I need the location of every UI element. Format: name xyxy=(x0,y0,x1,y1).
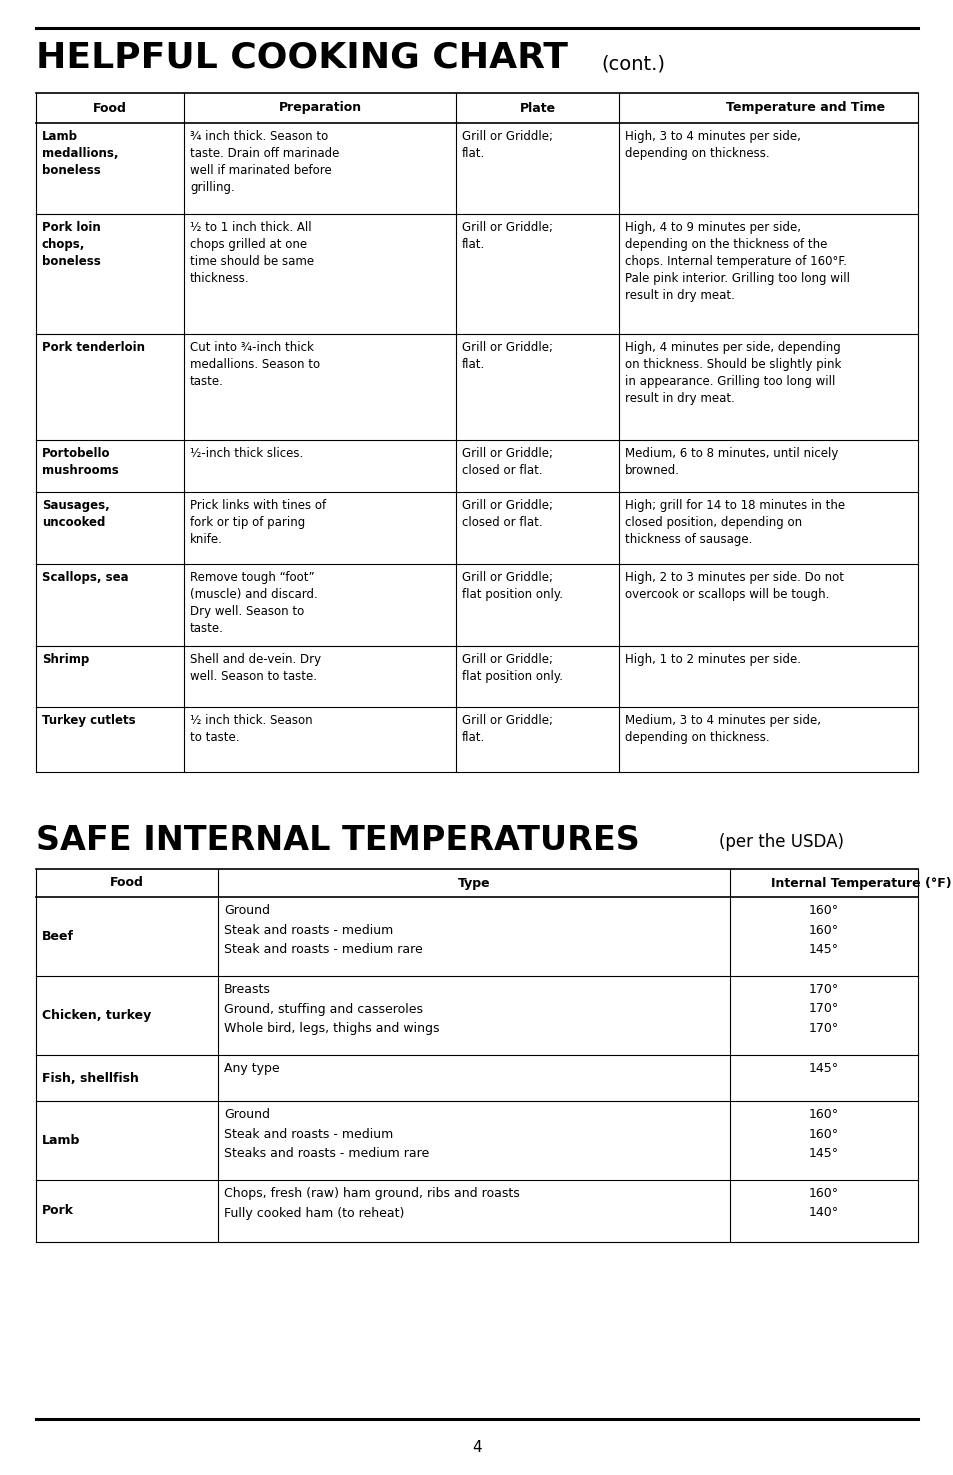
Text: Grill or Griddle;
flat.: Grill or Griddle; flat. xyxy=(461,221,553,251)
Text: 4: 4 xyxy=(472,1440,481,1454)
Text: Portobello
mushrooms: Portobello mushrooms xyxy=(42,447,118,476)
Text: High, 3 to 4 minutes per side,
depending on thickness.: High, 3 to 4 minutes per side, depending… xyxy=(624,130,800,159)
Text: ½ to 1 inch thick. All
chops grilled at one
time should be same
thickness.: ½ to 1 inch thick. All chops grilled at … xyxy=(190,221,314,285)
Text: High, 1 to 2 minutes per side.: High, 1 to 2 minutes per side. xyxy=(624,653,801,667)
Text: Grill or Griddle;
flat.: Grill or Griddle; flat. xyxy=(461,130,553,159)
Text: Breasts
Ground, stuffing and casseroles
Whole bird, legs, thighs and wings: Breasts Ground, stuffing and casseroles … xyxy=(224,982,439,1035)
Text: Shell and de-vein. Dry
well. Season to taste.: Shell and de-vein. Dry well. Season to t… xyxy=(190,653,321,683)
Text: Medium, 6 to 8 minutes, until nicely
browned.: Medium, 6 to 8 minutes, until nicely bro… xyxy=(624,447,838,476)
Text: Ground
Steak and roasts - medium
Steak and roasts - medium rare: Ground Steak and roasts - medium Steak a… xyxy=(224,904,422,956)
Text: High, 2 to 3 minutes per side. Do not
overcook or scallops will be tough.: High, 2 to 3 minutes per side. Do not ov… xyxy=(624,571,843,600)
Text: Beef: Beef xyxy=(42,931,74,943)
Text: ½-inch thick slices.: ½-inch thick slices. xyxy=(190,447,303,460)
Text: Pork: Pork xyxy=(42,1205,74,1217)
Text: Ground
Steak and roasts - medium
Steaks and roasts - medium rare: Ground Steak and roasts - medium Steaks … xyxy=(224,1108,429,1159)
Text: 145°: 145° xyxy=(808,1062,839,1075)
Text: Grill or Griddle;
flat position only.: Grill or Griddle; flat position only. xyxy=(461,571,562,600)
Text: High, 4 to 9 minutes per side,
depending on the thickness of the
chops. Internal: High, 4 to 9 minutes per side, depending… xyxy=(624,221,849,302)
Text: ¾ inch thick. Season to
taste. Drain off marinade
well if marinated before
grill: ¾ inch thick. Season to taste. Drain off… xyxy=(190,130,339,195)
Text: Type: Type xyxy=(457,876,490,889)
Text: Preparation: Preparation xyxy=(278,102,361,115)
Text: Temperature and Time: Temperature and Time xyxy=(725,102,884,115)
Text: Chops, fresh (raw) ham ground, ribs and roasts
Fully cooked ham (to reheat): Chops, fresh (raw) ham ground, ribs and … xyxy=(224,1187,519,1220)
Text: Turkey cutlets: Turkey cutlets xyxy=(42,714,135,727)
Text: Grill or Griddle;
flat position only.: Grill or Griddle; flat position only. xyxy=(461,653,562,683)
Text: Chicken, turkey: Chicken, turkey xyxy=(42,1009,152,1022)
Text: Internal Temperature (°F): Internal Temperature (°F) xyxy=(770,876,951,889)
Text: Food: Food xyxy=(110,876,144,889)
Text: Lamb
medallions,
boneless: Lamb medallions, boneless xyxy=(42,130,118,177)
Text: SAFE INTERNAL TEMPERATURES: SAFE INTERNAL TEMPERATURES xyxy=(36,825,639,857)
Text: HELPFUL COOKING CHART: HELPFUL COOKING CHART xyxy=(36,41,567,75)
Text: 160°
160°
145°: 160° 160° 145° xyxy=(808,1108,839,1159)
Text: 170°
170°
170°: 170° 170° 170° xyxy=(808,982,839,1035)
Text: Grill or Griddle;
closed or flat.: Grill or Griddle; closed or flat. xyxy=(461,447,553,476)
Text: Cut into ¾-inch thick
medallions. Season to
taste.: Cut into ¾-inch thick medallions. Season… xyxy=(190,341,320,388)
Text: ½ inch thick. Season
to taste.: ½ inch thick. Season to taste. xyxy=(190,714,313,743)
Text: Food: Food xyxy=(93,102,127,115)
Text: Pork loin
chops,
boneless: Pork loin chops, boneless xyxy=(42,221,101,268)
Text: Scallops, sea: Scallops, sea xyxy=(42,571,129,584)
Text: (per the USDA): (per the USDA) xyxy=(719,833,843,851)
Text: Grill or Griddle;
flat.: Grill or Griddle; flat. xyxy=(461,714,553,743)
Text: Any type: Any type xyxy=(224,1062,279,1075)
Text: High, 4 minutes per side, depending
on thickness. Should be slightly pink
in app: High, 4 minutes per side, depending on t… xyxy=(624,341,841,406)
Text: 160°
160°
145°: 160° 160° 145° xyxy=(808,904,839,956)
Text: Sausages,
uncooked: Sausages, uncooked xyxy=(42,499,110,530)
Text: Prick links with tines of
fork or tip of paring
knife.: Prick links with tines of fork or tip of… xyxy=(190,499,326,546)
Text: Grill or Griddle;
closed or flat.: Grill or Griddle; closed or flat. xyxy=(461,499,553,530)
Text: Shrimp: Shrimp xyxy=(42,653,90,667)
Text: Remove tough “foot”
(muscle) and discard.
Dry well. Season to
taste.: Remove tough “foot” (muscle) and discard… xyxy=(190,571,317,636)
Text: Grill or Griddle;
flat.: Grill or Griddle; flat. xyxy=(461,341,553,372)
Text: Pork tenderloin: Pork tenderloin xyxy=(42,341,145,354)
Text: (cont.): (cont.) xyxy=(600,55,664,72)
Text: High; grill for 14 to 18 minutes in the
closed position, depending on
thickness : High; grill for 14 to 18 minutes in the … xyxy=(624,499,844,546)
Text: 160°
140°: 160° 140° xyxy=(808,1187,839,1220)
Text: Medium, 3 to 4 minutes per side,
depending on thickness.: Medium, 3 to 4 minutes per side, dependi… xyxy=(624,714,821,743)
Text: Lamb: Lamb xyxy=(42,1134,80,1148)
Text: Plate: Plate xyxy=(518,102,555,115)
Text: Fish, shellfish: Fish, shellfish xyxy=(42,1071,139,1084)
